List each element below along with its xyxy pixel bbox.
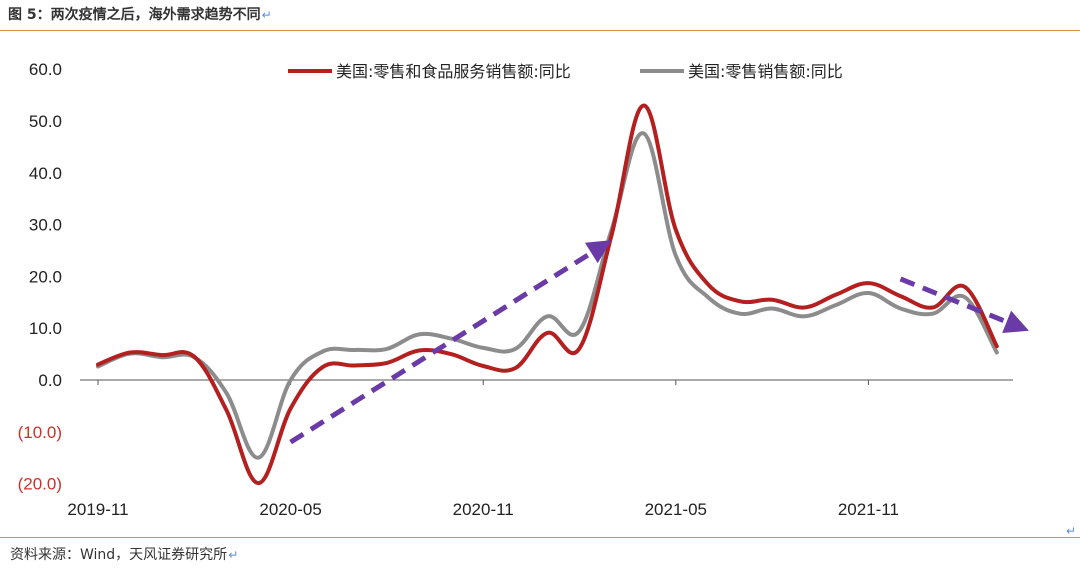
trend-arrow-shaft bbox=[289, 250, 593, 445]
x-axis: 2019-11 2020-05 2020-11 2021-05 2021-11 bbox=[67, 379, 1013, 519]
x-tick-label: 2020-11 bbox=[453, 500, 514, 519]
y-tick-label: 20.0 bbox=[29, 267, 62, 286]
legend-label: 美国:零售销售额:同比 bbox=[688, 62, 843, 81]
top-rule bbox=[0, 30, 1080, 31]
y-tick-label: (20.0) bbox=[18, 475, 62, 494]
y-tick-label: 0.0 bbox=[38, 371, 62, 390]
return-mark-icon: ↵ bbox=[228, 548, 239, 562]
y-tick-label: 60.0 bbox=[29, 60, 62, 79]
return-mark-icon: ↵ bbox=[261, 8, 272, 22]
trend-arrow-head bbox=[584, 240, 612, 264]
x-tick-label: 2019-11 bbox=[67, 500, 128, 519]
y-tick-label: 40.0 bbox=[29, 164, 62, 183]
y-axis: 60.0 50.0 40.0 30.0 20.0 10.0 0.0 (10.0) (20.0) bbox=[18, 60, 62, 493]
chart-legend: 美国:零售和食品服务销售额:同比 美国:零售销售额:同比 bbox=[288, 62, 843, 81]
x-tick-label: 2020-05 bbox=[259, 500, 321, 519]
trend-arrow-shaft bbox=[899, 276, 1008, 325]
legend-label: 美国:零售和食品服务销售额:同比 bbox=[336, 62, 571, 81]
series-line-retail-food-services bbox=[96, 103, 999, 486]
y-tick-label: (10.0) bbox=[18, 423, 62, 442]
series-line-retail bbox=[96, 131, 999, 460]
bottom-rule bbox=[0, 537, 1080, 538]
annotation-layer bbox=[289, 240, 1029, 445]
return-mark-icon: ↵ bbox=[1065, 524, 1076, 538]
figure-title: 图 5：两次疫情之后，海外需求趋势不同↵ bbox=[8, 7, 272, 23]
x-tick-label: 2021-05 bbox=[645, 500, 707, 519]
line-chart: 美国:零售和食品服务销售额:同比 美国:零售销售额:同比 60.0 50.0 40.0… bbox=[18, 60, 1029, 519]
x-tick-label: 2021-11 bbox=[838, 500, 899, 519]
trend-arrow-head bbox=[1002, 310, 1029, 333]
y-tick-label: 10.0 bbox=[29, 319, 62, 338]
series-layer bbox=[96, 103, 999, 486]
y-tick-label: 30.0 bbox=[29, 216, 62, 235]
y-tick-label: 50.0 bbox=[29, 112, 62, 131]
source-note: 资料来源：Wind，天风证券研究所↵ bbox=[10, 547, 239, 563]
